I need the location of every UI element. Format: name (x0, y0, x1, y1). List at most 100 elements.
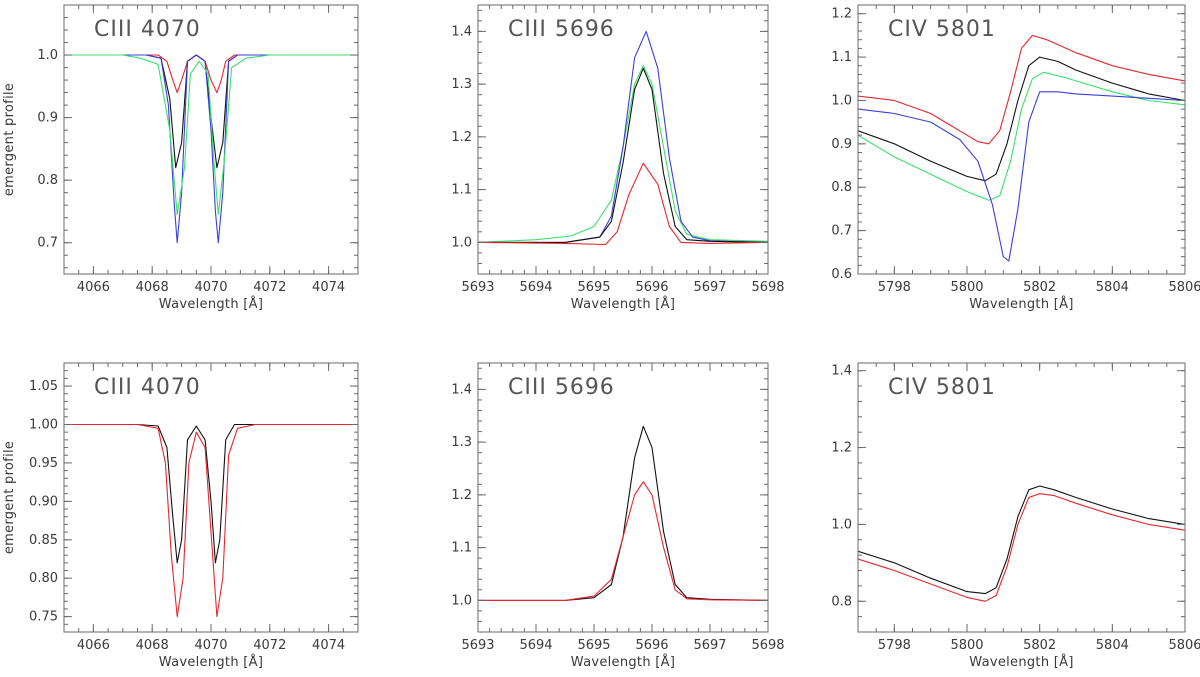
y-tick-label: 1.1 (451, 541, 472, 556)
y-tick-label: 0.90 (29, 494, 58, 509)
panel-1: 4066 4068 4070 4072 4074 0.7 0.8 0.9 1.0 CIII 407… (2, 4, 359, 312)
series-line-1 (858, 34, 1185, 145)
y-tick-label: 1.1 (451, 183, 472, 198)
x-axis-label: Wavelength [Å] (159, 296, 264, 312)
panel-title: CIII 4070 (94, 17, 201, 42)
y-tick-label: 1.0 (831, 517, 852, 532)
y-axis-label: emergent profile (2, 441, 17, 554)
series-group (858, 34, 1185, 262)
panel-3: 5798 5800 5802 5804 5806 0.6 0.7 0.8 0.9 1.0 1.1 1.… (831, 4, 1200, 312)
x-tick-label: 5800 (950, 280, 983, 295)
series-line-1 (478, 425, 768, 601)
x-tick-label: 5806 (1168, 280, 1200, 295)
x-tick-label: 5696 (635, 638, 668, 653)
y-tick-label: 0.95 (29, 456, 58, 471)
y-tick-label: 1.3 (451, 77, 472, 92)
y-tick-label: 0.7 (831, 224, 852, 239)
axes-frame (857, 362, 1186, 633)
panel-2: 5693 5694 5695 5696 5697 5698 1.0 1.1 1.2 1.3 1.4 C… (451, 4, 785, 312)
x-axis-label: Wavelength [Å] (571, 654, 676, 670)
panel-title: CIV 5801 (888, 375, 996, 400)
y-tick-label: 1.0 (451, 593, 472, 608)
panel-title: CIV 5801 (888, 17, 996, 42)
series-line-2 (478, 30, 768, 243)
x-tick-label: 4074 (312, 638, 345, 653)
y-tick-label: 1.1 (831, 50, 852, 65)
y-tick-label: 1.0 (831, 93, 852, 108)
series-group (64, 423, 358, 618)
series-line-2 (858, 56, 1185, 182)
x-tick-label: 5695 (577, 280, 610, 295)
x-axis-label: Wavelength [Å] (159, 654, 264, 670)
y-tick-label: 0.80 (29, 571, 58, 586)
x-tick-label: 5804 (1096, 280, 1129, 295)
x-tick-label: 5804 (1096, 638, 1129, 653)
x-tick-label: 4070 (194, 280, 227, 295)
x-tick-label: 5698 (751, 280, 784, 295)
panel-6: 5798 5800 5802 5804 5806 0.8 1.0 1.2 1.4 CIV 5801… (831, 362, 1200, 670)
series-group (64, 54, 358, 244)
series-line-1 (478, 65, 768, 243)
x-tick-label: 5694 (519, 280, 552, 295)
x-axis-label: Wavelength [Å] (571, 296, 676, 312)
panel-title: CIII 5696 (508, 17, 615, 42)
y-tick-label: 0.85 (29, 533, 58, 548)
y-tick-label: 1.0 (451, 235, 472, 250)
y-tick-label: 1.4 (831, 364, 852, 379)
series-group (858, 485, 1185, 602)
series-line-3 (478, 67, 768, 243)
series-group (478, 30, 768, 246)
series-line-3 (64, 54, 358, 244)
y-tick-label: 0.75 (29, 610, 58, 625)
x-tick-label: 4068 (136, 280, 169, 295)
axes-frame (857, 4, 1186, 275)
x-tick-label: 4066 (77, 638, 110, 653)
y-tick-label: 0.8 (37, 173, 58, 188)
x-tick-label: 4068 (136, 638, 169, 653)
y-tick-label: 1.0 (37, 48, 58, 63)
y-axis-label: emergent profile (2, 83, 17, 196)
series-group (478, 425, 768, 601)
x-tick-label: 5696 (635, 280, 668, 295)
x-tick-label: 5802 (1023, 280, 1056, 295)
y-tick-label: 1.2 (451, 130, 472, 145)
x-tick-label: 4070 (194, 638, 227, 653)
y-tick-label: 0.7 (37, 236, 58, 251)
x-tick-label: 5698 (751, 638, 784, 653)
y-tick-label: 0.6 (831, 267, 852, 282)
axes-frame (477, 4, 769, 275)
y-tick-label: 1.3 (451, 435, 472, 450)
x-tick-label: 5798 (878, 638, 911, 653)
x-tick-label: 4074 (312, 280, 345, 295)
y-tick-label: 1.00 (29, 417, 58, 432)
x-tick-label: 5693 (461, 280, 494, 295)
x-tick-label: 5806 (1168, 638, 1200, 653)
x-tick-label: 4072 (253, 638, 286, 653)
panel-title: CIII 4070 (94, 375, 201, 400)
y-tick-label: 1.4 (451, 24, 472, 39)
x-tick-label: 5697 (693, 638, 726, 653)
series-line-4 (478, 162, 768, 246)
axes-frame (477, 362, 769, 633)
y-tick-label: 1.05 (29, 379, 58, 394)
y-tick-label: 0.8 (831, 180, 852, 195)
x-tick-label: 4072 (253, 280, 286, 295)
x-tick-label: 5800 (950, 638, 983, 653)
series-line-1 (64, 423, 358, 564)
x-tick-label: 5697 (693, 280, 726, 295)
panel-4: 4066 4068 4070 4072 4074 0.75 0.80 0.85 0.90 0.95… (2, 362, 359, 670)
x-tick-label: 5695 (577, 638, 610, 653)
x-tick-label: 5798 (878, 280, 911, 295)
x-axis-label: Wavelength [Å] (969, 296, 1074, 312)
x-axis-label: Wavelength [Å] (969, 654, 1074, 670)
x-tick-label: 5802 (1023, 638, 1056, 653)
y-tick-label: 1.2 (831, 7, 852, 22)
x-tick-label: 5694 (519, 638, 552, 653)
x-tick-label: 4066 (77, 280, 110, 295)
y-tick-label: 0.9 (831, 137, 852, 152)
x-tick-label: 5693 (461, 638, 494, 653)
series-line-4 (858, 91, 1185, 262)
y-tick-label: 1.2 (451, 488, 472, 503)
panel-5: 5693 5694 5695 5696 5697 5698 1.0 1.1 1.2 1.3 1.4 C… (451, 362, 785, 670)
